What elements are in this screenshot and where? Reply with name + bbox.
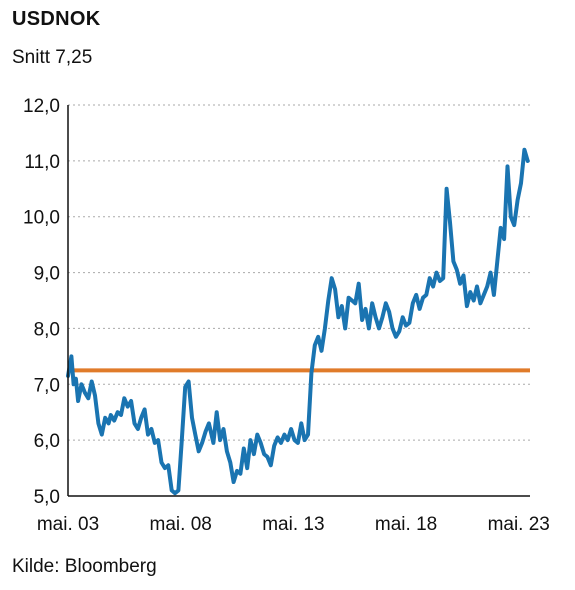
x-tick-label: mai. 23	[488, 514, 550, 535]
chart-title: USDNOK	[12, 8, 101, 30]
x-tick-label: mai. 13	[262, 514, 324, 535]
y-tick-label: 12,0	[23, 96, 60, 117]
x-axis-ticks: mai. 03 mai. 08 mai. 13 mai. 18 mai. 23	[37, 514, 550, 535]
y-tick-label: 7,0	[34, 375, 60, 396]
series-line	[66, 147, 530, 496]
x-tick-label: mai. 08	[150, 514, 212, 535]
y-axis-ticks: 5,0 6,0 7,0 8,0 9,0 10,0 11,0 12,0	[23, 96, 60, 508]
y-tick-label: 5,0	[34, 487, 60, 508]
y-tick-label: 10,0	[23, 208, 60, 229]
x-tick-label: mai. 03	[37, 514, 99, 535]
y-tick-label: 9,0	[34, 264, 60, 285]
x-tick-label: mai. 18	[375, 514, 437, 535]
gridlines	[68, 104, 530, 441]
chart-subtitle: Snitt 7,25	[12, 47, 93, 68]
chart-source: Kilde: Bloomberg	[12, 556, 157, 577]
y-tick-label: 6,0	[34, 431, 60, 452]
y-tick-label: 11,0	[24, 152, 60, 173]
y-tick-label: 8,0	[34, 319, 60, 340]
